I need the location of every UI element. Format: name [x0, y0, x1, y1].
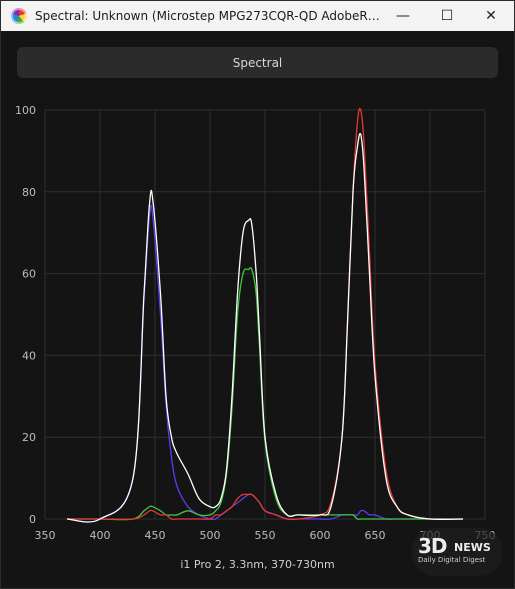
- series-line: [67, 107, 464, 521]
- watermark-logo: 3D NEWS Daily Digital Digest: [411, 528, 503, 576]
- y-tick-label: 0: [29, 513, 36, 526]
- window-title: Spectral: Unknown (Microstep MPG273CQR-Q…: [35, 9, 385, 23]
- title-bar[interactable]: Spectral: Unknown (Microstep MPG273CQR-Q…: [1, 1, 514, 31]
- y-tick-label: 60: [22, 268, 36, 281]
- close-button[interactable]: ✕: [485, 8, 497, 24]
- spectral-chart: 350400450500550600650700750020406080100: [15, 104, 496, 542]
- series-line: [66, 133, 464, 523]
- x-tick-label: 500: [200, 529, 221, 542]
- watermark-news: NEWS: [454, 541, 491, 554]
- y-tick-label: 100: [15, 104, 36, 117]
- x-tick-label: 550: [255, 529, 276, 542]
- app-logo-icon: [11, 8, 27, 24]
- spectral-mode-button[interactable]: Spectral: [17, 47, 498, 78]
- y-tick-label: 80: [22, 186, 36, 199]
- watermark-3d: 3D: [418, 534, 448, 558]
- instrument-label: i1 Pro 2, 3.3nm, 370-730nm: [180, 558, 335, 571]
- x-tick-label: 650: [365, 529, 386, 542]
- x-tick-label: 400: [90, 529, 111, 542]
- maximize-button[interactable]: ☐: [440, 8, 454, 24]
- y-tick-label: 40: [22, 349, 36, 362]
- x-tick-label: 450: [145, 529, 166, 542]
- x-tick-label: 600: [310, 529, 331, 542]
- x-tick-label: 350: [35, 529, 56, 542]
- minimize-button[interactable]: —: [396, 8, 410, 24]
- watermark-subtitle: Daily Digital Digest: [418, 556, 486, 564]
- y-tick-label: 20: [22, 431, 36, 444]
